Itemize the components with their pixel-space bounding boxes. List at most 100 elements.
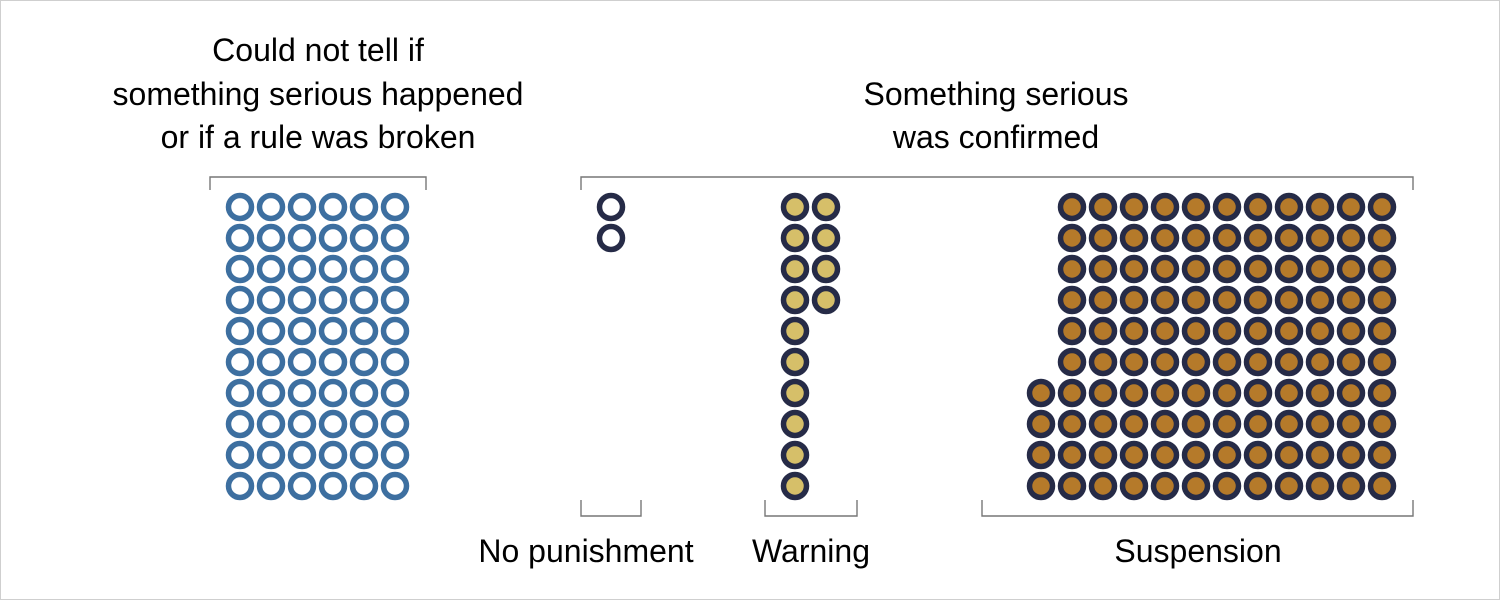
dot-suspension (1243, 223, 1273, 253)
dot-suspension (1336, 223, 1366, 253)
dot-unclear (287, 285, 317, 315)
dot-unclear (318, 409, 348, 439)
dot-unclear (256, 254, 286, 284)
dot-unclear (318, 254, 348, 284)
dot-suspension (1150, 285, 1180, 315)
dot-unclear (318, 316, 348, 346)
dot-suspension (1274, 440, 1304, 470)
dot-suspension (1150, 471, 1180, 501)
dot-suspension (1088, 378, 1118, 408)
dot-warning (780, 254, 810, 284)
dot-suspension (1305, 471, 1335, 501)
dot-unclear (380, 254, 410, 284)
dot-warning (780, 192, 810, 222)
dot-suspension (1212, 409, 1242, 439)
dot-warning (811, 223, 841, 253)
dot-suspension (1336, 378, 1366, 408)
dot-suspension (1150, 316, 1180, 346)
dot-unclear (380, 192, 410, 222)
dot-suspension (1088, 285, 1118, 315)
dot-suspension (1305, 316, 1335, 346)
dot-suspension (1088, 316, 1118, 346)
dot-warning (780, 223, 810, 253)
dot-suspension (1181, 409, 1211, 439)
dot-unclear (349, 254, 379, 284)
dot-suspension (1057, 192, 1087, 222)
title-unclear-line-3: or if a rule was broken (161, 119, 476, 155)
label-suspension: Suspension (1114, 533, 1281, 569)
dot-suspension (1212, 378, 1242, 408)
dot-suspension (1336, 316, 1366, 346)
dot-unclear (349, 409, 379, 439)
dot-suspension (1243, 409, 1273, 439)
dot-suspension (1057, 223, 1087, 253)
dot-suspension (1243, 254, 1273, 284)
dot-suspension (1088, 409, 1118, 439)
dot-warning (780, 378, 810, 408)
dot-suspension (1243, 316, 1273, 346)
dot-suspension (1057, 316, 1087, 346)
dot-no-punishment (596, 223, 626, 253)
dot-suspension (1119, 378, 1149, 408)
dot-warning (780, 409, 810, 439)
dot-warning (811, 192, 841, 222)
title-unclear-line-1: Could not tell if (212, 32, 424, 68)
dot-suspension (1119, 347, 1149, 377)
dot-warning (811, 285, 841, 315)
dot-suspension (1305, 223, 1335, 253)
dot-suspension (1336, 347, 1366, 377)
dot-suspension (1243, 347, 1273, 377)
dot-suspension (1057, 347, 1087, 377)
dot-suspension (1274, 347, 1304, 377)
dot-suspension (1150, 378, 1180, 408)
dot-unclear (380, 285, 410, 315)
dot-unclear (256, 223, 286, 253)
dot-unclear (349, 378, 379, 408)
dot-unclear (256, 378, 286, 408)
dot-suspension (1274, 471, 1304, 501)
dot-unclear (225, 223, 255, 253)
dot-suspension (1336, 254, 1366, 284)
dot-suspension (1367, 254, 1397, 284)
bracket-confirmed (580, 176, 1414, 190)
dot-suspension (1367, 378, 1397, 408)
dot-suspension (1367, 409, 1397, 439)
dot-suspension (1274, 409, 1304, 439)
dot-unclear (225, 347, 255, 377)
dot-suspension (1305, 192, 1335, 222)
dot-unclear (318, 285, 348, 315)
dot-unclear (287, 223, 317, 253)
dot-suspension (1212, 440, 1242, 470)
dot-suspension (1305, 285, 1335, 315)
dot-suspension (1088, 254, 1118, 284)
dot-suspension (1336, 440, 1366, 470)
dot-suspension (1150, 192, 1180, 222)
dot-suspension (1336, 471, 1366, 501)
dot-unclear (256, 192, 286, 222)
bracket-suspension (981, 500, 1414, 517)
dot-unclear (225, 440, 255, 470)
dot-unclear (287, 409, 317, 439)
dot-suspension (1119, 316, 1149, 346)
dot-suspension (1305, 254, 1335, 284)
dot-suspension (1212, 254, 1242, 284)
dot-suspension (1119, 223, 1149, 253)
dot-unclear (225, 409, 255, 439)
bracket-unclear (209, 176, 427, 190)
dot-unclear (318, 347, 348, 377)
dot-suspension (1057, 471, 1087, 501)
dot-suspension (1243, 192, 1273, 222)
dot-unclear (287, 347, 317, 377)
dot-unclear (349, 192, 379, 222)
dot-warning (780, 471, 810, 501)
dot-warning (780, 440, 810, 470)
label-warning: Warning (752, 533, 870, 569)
dot-suspension (1305, 378, 1335, 408)
dot-warning (780, 316, 810, 346)
dot-suspension (1212, 285, 1242, 315)
dot-unclear (318, 223, 348, 253)
dot-unclear (380, 347, 410, 377)
dot-suspension (1119, 285, 1149, 315)
dot-suspension (1119, 471, 1149, 501)
dot-suspension (1367, 471, 1397, 501)
